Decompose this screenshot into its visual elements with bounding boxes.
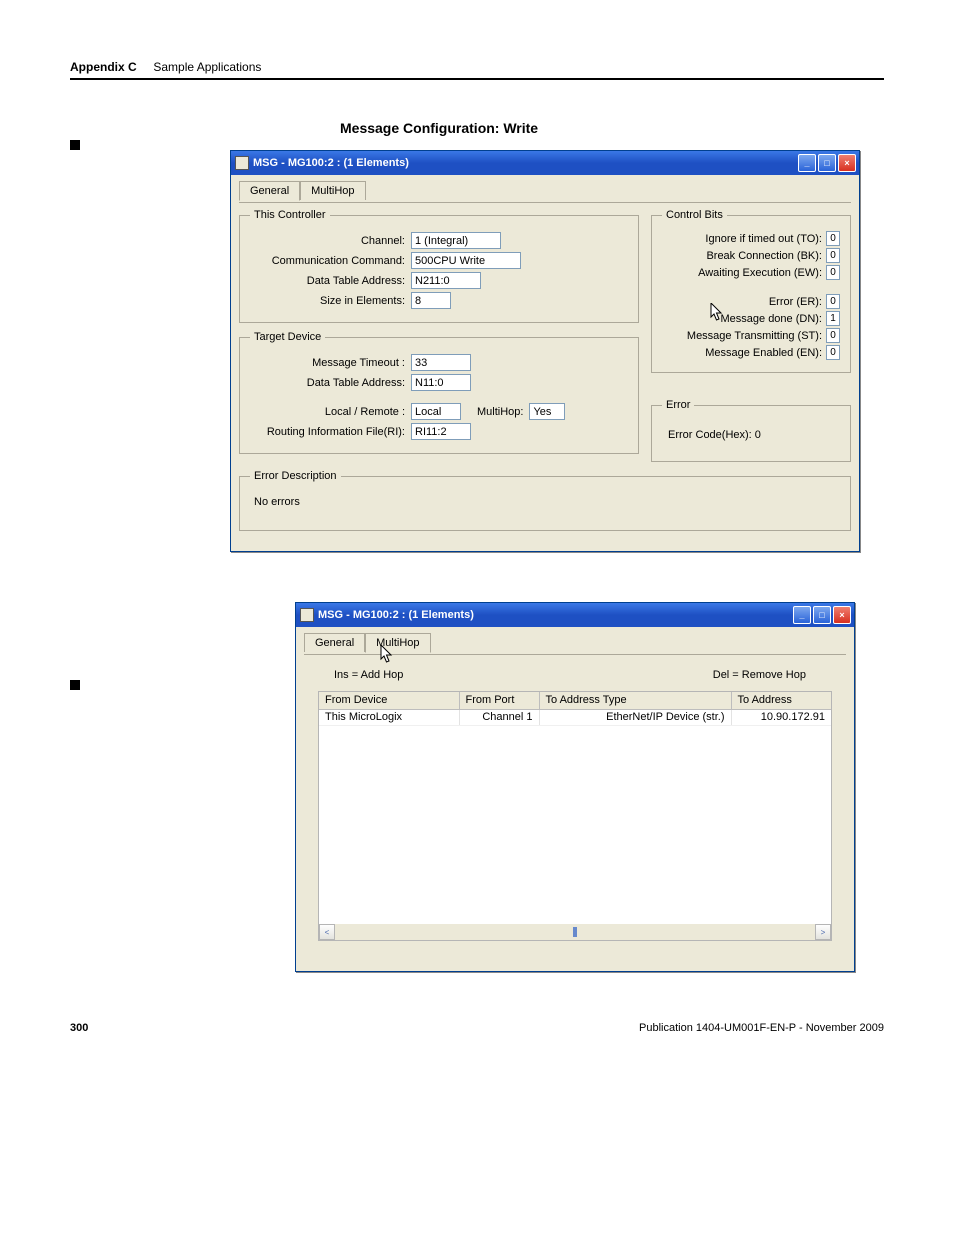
app-icon [300,608,314,622]
target-device-group: Target Device Message Timeout : Data Tab… [239,331,639,454]
table-empty-area [319,726,831,925]
error-group: Error Error Code(Hex): 0 [651,399,851,462]
local-remote-label: Local / Remote : [250,406,405,418]
page-footer: 300 Publication 1404-UM001F-EN-P - Novem… [70,1022,884,1034]
del-hint: Del = Remove Hop [713,669,806,681]
cell-to-addr-type[interactable]: EtherNet/IP Device (str.) [539,709,731,725]
close-button[interactable]: × [838,154,856,172]
control-bits-group: Control Bits Ignore if timed out (TO):0 … [651,209,851,373]
maximize-button[interactable]: □ [818,154,836,172]
hop-hints: Ins = Add Hop Del = Remove Hop [304,661,846,691]
side-mark [70,140,80,150]
scroll-track[interactable] [335,927,815,937]
msg-window-multihop: MSG - MG100:2 : (1 Elements) _ □ × Gener… [295,602,855,972]
minimize-button[interactable]: _ [798,154,816,172]
appendix-section: Sample Applications [153,60,261,74]
header-rule [70,78,884,80]
er-label: Error (ER): [769,296,822,308]
routing-label: Routing Information File(RI): [250,426,405,438]
target-device-legend: Target Device [250,331,325,343]
scroll-thumb[interactable] [573,927,577,937]
maximize-button[interactable]: □ [813,606,831,624]
size-label: Size in Elements: [250,295,405,307]
minimize-button[interactable]: _ [793,606,811,624]
ins-hint: Ins = Add Hop [334,669,403,681]
titlebar[interactable]: MSG - MG100:2 : (1 Elements) _ □ × [296,603,854,627]
t-data-table-label: Data Table Address: [250,377,405,389]
msg-window-general: MSG - MG100:2 : (1 Elements) _ □ × Gener… [230,150,860,552]
comm-cmd-label: Communication Command: [250,255,405,267]
en-label: Message Enabled (EN): [705,347,822,359]
scroll-left-button[interactable]: < [319,924,335,940]
data-table-label: Data Table Address: [250,275,405,287]
dn-label: Message done (DN): [721,313,823,325]
error-desc-text: No errors [250,490,840,520]
er-val[interactable]: 0 [826,294,840,309]
bk-label: Break Connection (BK): [706,250,822,262]
cell-from-port[interactable]: Channel 1 [459,709,539,725]
window-title: MSG - MG100:2 : (1 Elements) [253,157,409,169]
page-number: 300 [70,1022,88,1034]
st-label: Message Transmitting (ST): [687,330,822,342]
to-val[interactable]: 0 [826,231,840,246]
st-val[interactable]: 0 [826,328,840,343]
table-row[interactable]: This MicroLogix Channel 1 EtherNet/IP De… [319,709,831,725]
col-from-device[interactable]: From Device [319,692,459,709]
error-code: Error Code(Hex): 0 [662,419,840,451]
to-label: Ignore if timed out (TO): [705,233,822,245]
comm-cmd-field[interactable] [411,252,521,269]
data-table-field[interactable] [411,272,481,289]
routing-field[interactable] [411,423,471,440]
horizontal-scrollbar[interactable]: < > [319,924,831,940]
timeout-field[interactable] [411,354,471,371]
titlebar[interactable]: MSG - MG100:2 : (1 Elements) _ □ × [231,151,859,175]
publication-info: Publication 1404-UM001F-EN-P - November … [639,1022,884,1034]
tab-multihop[interactable]: MultiHop [300,181,365,200]
table-header-row: From Device From Port To Address Type To… [319,692,831,709]
appendix-label: Appendix C [70,60,137,74]
en-val[interactable]: 0 [826,345,840,360]
channel-label: Channel: [250,235,405,247]
tab-multihop[interactable]: MultiHop [365,633,430,653]
col-to-address[interactable]: To Address [731,692,831,709]
col-from-port[interactable]: From Port [459,692,539,709]
local-remote-field[interactable] [411,403,461,420]
close-button[interactable]: × [833,606,851,624]
multihop-label: MultiHop: [477,406,523,418]
hop-table: From Device From Port To Address Type To… [318,691,832,941]
channel-field[interactable] [411,232,501,249]
cell-from-device[interactable]: This MicroLogix [319,709,459,725]
tab-general[interactable]: General [239,181,300,201]
side-mark [70,680,80,690]
col-to-addr-type[interactable]: To Address Type [539,692,731,709]
error-desc-legend: Error Description [250,470,341,482]
ew-val[interactable]: 0 [826,265,840,280]
error-legend: Error [662,399,694,411]
this-controller-group: This Controller Channel: Communication C… [239,209,639,323]
error-desc-group: Error Description No errors [239,470,851,531]
scroll-right-button[interactable]: > [815,924,831,940]
timeout-label: Message Timeout : [250,357,405,369]
page-header: Appendix C Sample Applications [70,60,884,74]
multihop-field[interactable] [529,403,565,420]
tab-strip: GeneralMultiHop [239,181,851,203]
section-title: Message Configuration: Write [340,120,884,136]
this-controller-legend: This Controller [250,209,330,221]
dn-val[interactable]: 1 [826,311,840,326]
tab-strip: GeneralMultiHop [304,633,846,655]
window-title: MSG - MG100:2 : (1 Elements) [318,609,474,621]
control-bits-legend: Control Bits [662,209,727,221]
cell-to-address[interactable]: 10.90.172.91 [731,709,831,725]
t-data-table-field[interactable] [411,374,471,391]
size-field[interactable] [411,292,451,309]
tab-general[interactable]: General [304,633,365,652]
bk-val[interactable]: 0 [826,248,840,263]
app-icon [235,156,249,170]
ew-label: Awaiting Execution (EW): [698,267,822,279]
